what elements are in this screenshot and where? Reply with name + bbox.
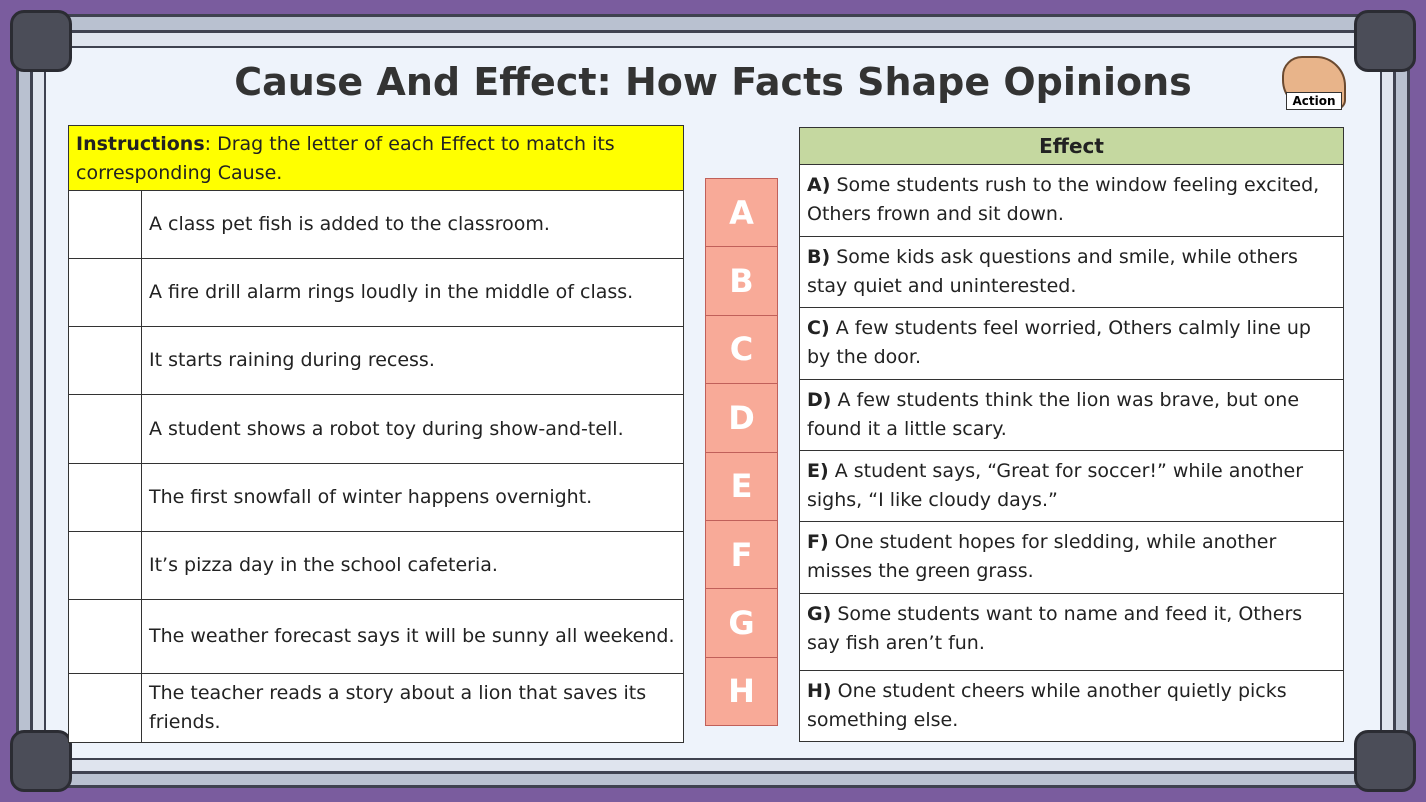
effect-header: Effect [799, 127, 1344, 165]
effect-text: One student hopes for sledding, while an… [807, 531, 1277, 582]
instructions-text: : Drag the letter of each Effect to matc… [76, 133, 615, 184]
letter-tile[interactable]: B [705, 246, 778, 316]
effect-text: Some kids ask questions and smile, while… [807, 246, 1298, 297]
effect-letter: H) [807, 680, 832, 702]
letter-tile[interactable]: D [705, 383, 778, 453]
effect-letter: F) [807, 531, 829, 553]
title: Cause And Effect: How Facts Shape Opinio… [234, 60, 1192, 104]
letter-tile[interactable]: C [705, 314, 778, 385]
answer-slot[interactable] [68, 394, 142, 464]
effect: F) One student hopes for sledding, while… [799, 521, 1344, 594]
effect-text: Some students rush to the window feeling… [807, 174, 1320, 225]
answer-slot[interactable] [68, 258, 142, 327]
cause: The weather forecast says it will be sun… [141, 599, 684, 674]
cause: The teacher reads a story about a lion t… [141, 673, 684, 743]
corner [10, 730, 72, 792]
effect-letter: E) [807, 460, 829, 482]
effect-text: A few students think the lion was brave,… [807, 389, 1300, 440]
answer-slot[interactable] [68, 531, 142, 600]
effect-letter: C) [807, 317, 830, 339]
cause: A student shows a robot toy during show-… [141, 394, 684, 464]
letter-tile[interactable]: G [705, 588, 778, 658]
effect: H) One student cheers while another quie… [799, 670, 1344, 742]
effect: D) A few students think the lion was bra… [799, 379, 1344, 451]
cause: A fire drill alarm rings loudly in the m… [141, 258, 684, 327]
cause: It’s pizza day in the school cafeteria. [141, 531, 684, 600]
answer-slot[interactable] [68, 599, 142, 674]
effect: B) Some kids ask questions and smile, wh… [799, 236, 1344, 308]
cause: A class pet fish is added to the classro… [141, 190, 684, 259]
action-badge[interactable]: Action [1286, 92, 1342, 110]
answer-slot[interactable] [68, 326, 142, 395]
effect: G) Some students want to name and feed i… [799, 593, 1344, 671]
effect-text: One student cheers while another quietly… [807, 680, 1287, 731]
letter-tile[interactable]: E [705, 451, 778, 521]
letter-tile[interactable]: H [705, 656, 778, 726]
cause: The first snowfall of winter happens ove… [141, 463, 684, 532]
answer-slot[interactable] [68, 463, 142, 532]
effect: A) Some students rush to the window feel… [799, 164, 1344, 237]
instructions: Instructions: Drag the letter of each Ef… [68, 125, 684, 191]
effect-text: A student says, “Great for soccer!” whil… [807, 460, 1304, 511]
corner [10, 10, 72, 72]
letter-tile[interactable]: F [705, 519, 778, 590]
effect-text: Some students want to name and feed it, … [807, 603, 1303, 654]
effect: E) A student says, “Great for soccer!” w… [799, 450, 1344, 522]
effect-letter: G) [807, 603, 832, 625]
corner [1354, 10, 1416, 72]
instructions-label: Instructions [76, 133, 205, 155]
corner [1354, 730, 1416, 792]
effect: C) A few students feel worried, Others c… [799, 307, 1344, 380]
effect-letter: A) [807, 174, 831, 196]
letter-tile[interactable]: A [705, 178, 778, 248]
effect-letter: B) [807, 246, 831, 268]
cause: It starts raining during recess. [141, 326, 684, 395]
answer-slot[interactable] [68, 190, 142, 259]
answer-slot[interactable] [68, 673, 142, 743]
effect-text: A few students feel worried, Others calm… [807, 317, 1311, 368]
effect-letter: D) [807, 389, 832, 411]
